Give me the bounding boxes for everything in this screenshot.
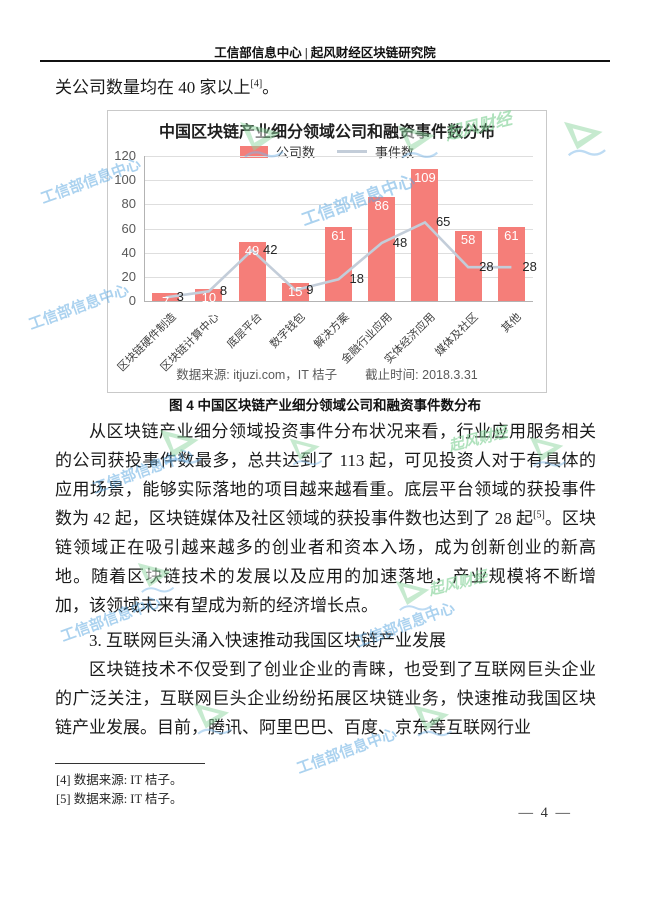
- y-axis-line: [144, 156, 145, 301]
- event-count-label: 28: [522, 259, 537, 275]
- bar-value-label: 86: [374, 198, 389, 214]
- intro-line: 关公司数量均在 40 家以上[4]。: [55, 74, 596, 102]
- data-source-label: 数据来源: itjuzi.com，IT 桔子: [176, 368, 338, 382]
- figure-caption: 图 4 中国区块链产业细分领域公司和融资事件数分布: [168, 398, 481, 413]
- paragraph-2: 区块链技术不仅受到了创业企业的青睐，也受到了互联网巨头企业的广泛关注，互联网巨头…: [55, 660, 596, 737]
- paragraph-1-part-b: 。区块链领域正在吸引越来越多的创业者和资本入场，成为创新创业的新高地。随着区块链…: [55, 509, 596, 615]
- qifeng-logo-icon: [564, 121, 606, 157]
- company-count-bar: [411, 169, 439, 301]
- events-line: [165, 220, 512, 299]
- page-header: 工信部信息中心 | 起风财经区块链研究院: [214, 46, 436, 60]
- footnote-ref-4: [4]: [250, 78, 263, 90]
- y-tick-label: 120: [114, 148, 136, 163]
- y-tick-label: 0: [128, 293, 136, 308]
- legend-line-swatch: [337, 150, 367, 153]
- y-tick-label: 40: [121, 244, 136, 260]
- paragraph-1-part-a: 从区块链产业细分领域投资事件分布状况来看，行业应用服务相关的公司获投事件数最多，…: [55, 422, 596, 528]
- gridline: [144, 204, 533, 206]
- paragraph-1: 从区块链产业细分领域投资事件分布状况来看，行业应用服务相关的公司获投事件数最多，…: [55, 417, 596, 620]
- bar-value-label: 109: [414, 170, 436, 186]
- header-rule: [40, 60, 610, 62]
- section-heading: 3. 互联网巨头涌入快速推动我国区块链产业发展: [89, 631, 446, 650]
- x-axis-line: [144, 301, 533, 302]
- y-tick-label: 80: [121, 196, 136, 212]
- chart-canvas: 中国区块链产业细分领域公司和融资事件数分布 公司数 事件数 数据来源: itju…: [108, 111, 546, 392]
- y-tick-label: 20: [121, 268, 136, 284]
- event-count-label: 9: [306, 282, 314, 298]
- gridline: [144, 156, 533, 157]
- event-count-label: 48: [392, 235, 408, 250]
- bar-value-label: 7: [161, 293, 170, 309]
- page-number: — 4 —: [518, 805, 572, 821]
- y-tick-label: 60: [121, 220, 136, 236]
- bar-value-label: 61: [504, 228, 519, 244]
- footnote-5: [5] 数据来源: IT 桔子。: [56, 792, 183, 806]
- intro-period: 。: [262, 78, 280, 97]
- footnote-rule: [55, 763, 205, 764]
- gridline: [144, 180, 533, 182]
- bar-value-label: 61: [331, 228, 346, 244]
- company-count-bar: [325, 227, 352, 301]
- chart-figure: 中国区块链产业细分领域公司和融资事件数分布 公司数 事件数 数据来源: itju…: [107, 110, 547, 393]
- event-count-label: 65: [435, 214, 451, 230]
- event-count-label: 28: [479, 259, 494, 275]
- bar-value-label: 49: [244, 242, 260, 258]
- event-count-label: 8: [219, 283, 228, 299]
- footnote-4: [4] 数据来源: IT 桔子。: [56, 773, 183, 787]
- cutoff-date-label: 截止时间: 2018.3.31: [365, 368, 478, 382]
- event-count-label: 18: [349, 271, 364, 287]
- footnote-ref-5: [5]: [533, 509, 545, 521]
- bar-value-label: 15: [288, 283, 303, 299]
- event-count-label: 42: [263, 242, 278, 258]
- intro-text: 关公司数量均在 40 家以上: [55, 78, 251, 97]
- event-count-label: 3: [176, 289, 184, 305]
- y-tick-label: 100: [114, 172, 136, 188]
- chart-source-row: 数据来源: itjuzi.com，IT 桔子 截止时间: 2018.3.31: [108, 364, 546, 383]
- company-count-bar: [497, 227, 525, 301]
- bar-value-label: 10: [201, 289, 217, 305]
- bar-value-label: 58: [460, 231, 476, 247]
